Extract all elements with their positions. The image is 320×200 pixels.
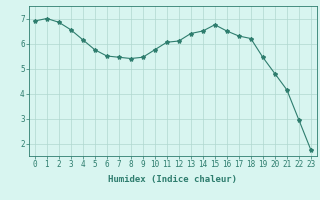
X-axis label: Humidex (Indice chaleur): Humidex (Indice chaleur) [108,175,237,184]
